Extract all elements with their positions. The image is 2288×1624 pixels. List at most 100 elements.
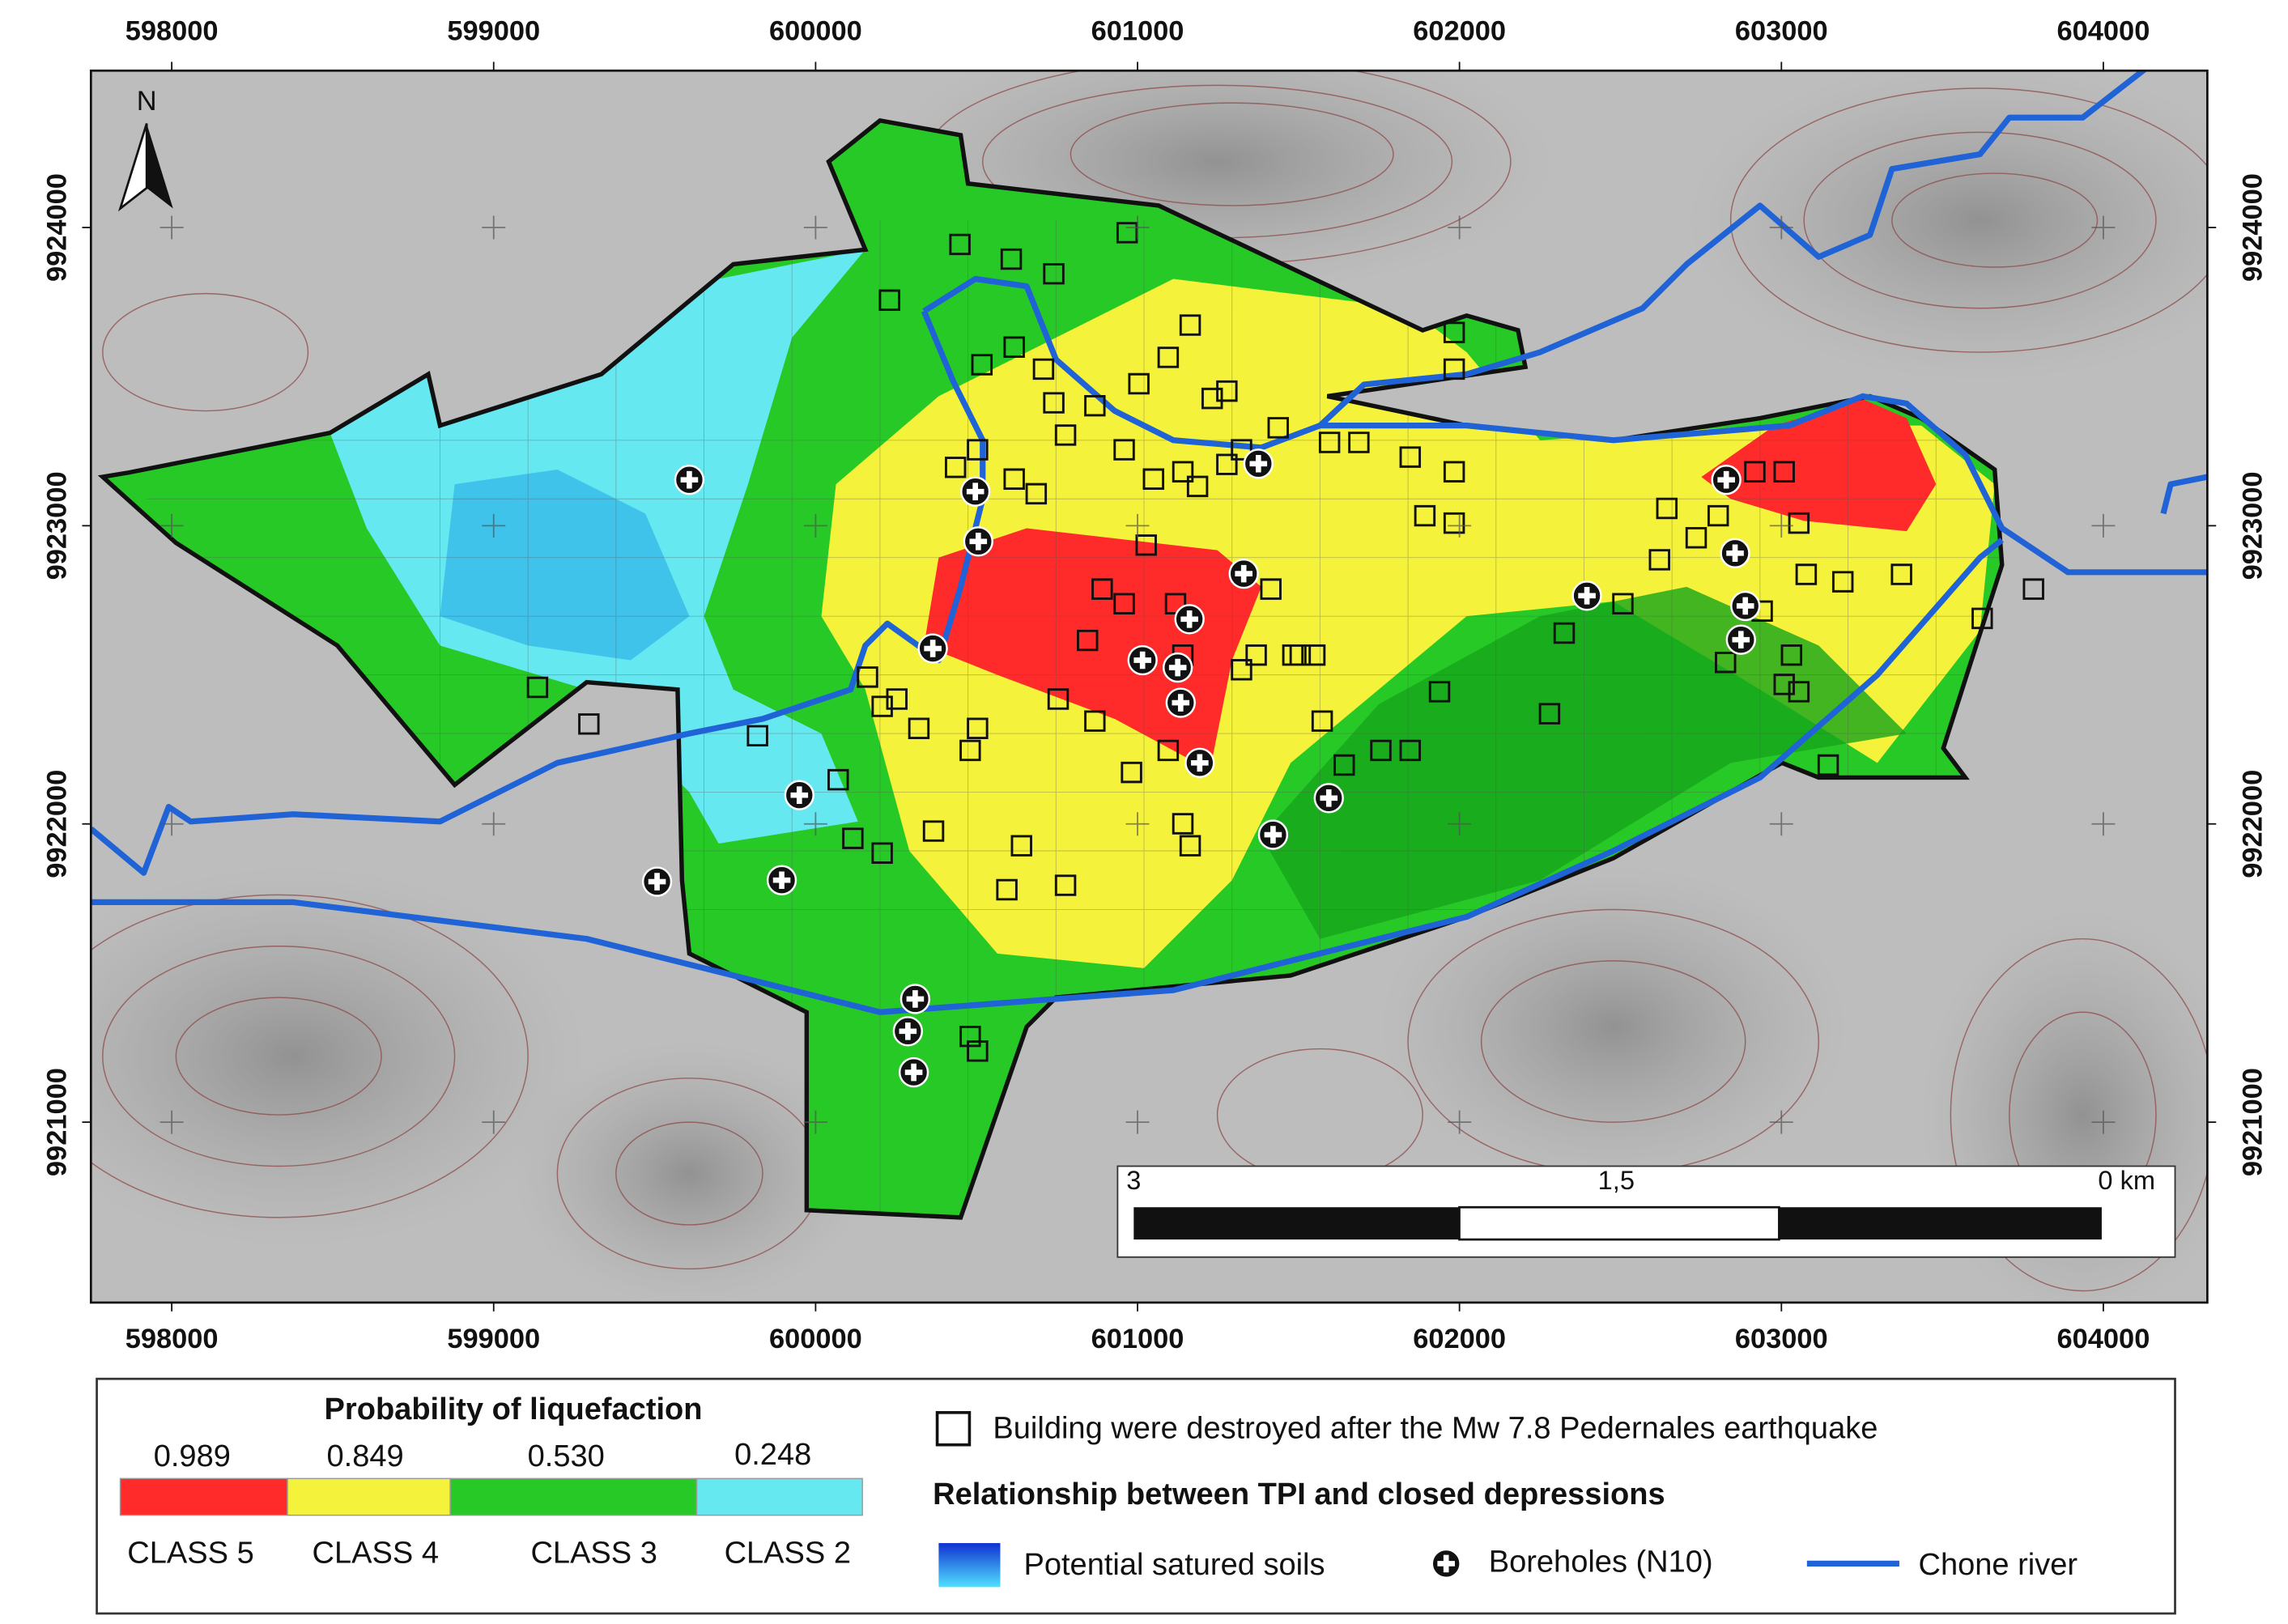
scale-label: 0 km [2098,1165,2155,1195]
grid-cross [482,1110,506,1134]
borehole [1571,580,1602,611]
borehole [1725,624,1756,655]
borehole [898,1056,929,1088]
borehole [899,984,931,1014]
grid-cross [1125,215,1150,240]
class-label: CLASS 3 [530,1537,657,1571]
legend-buildings: Building were destroyed after the Mw 7.8… [993,1412,1878,1446]
borehole [1243,449,1274,479]
borehole [1165,687,1196,718]
north-label: N [137,86,157,117]
coordinate-axes: 598000 598000 599000 599000 600000 600000 6010… [42,15,2269,1354]
x-tick-label: 601000 [1091,1324,1184,1354]
y-tick-label: 9923000 [42,471,73,580]
borehole [674,465,705,495]
x-tick-label: 600000 [769,1324,862,1354]
threshold-label: 0.849 [326,1439,403,1473]
saturated-soil [440,470,690,661]
grid-cross [2091,1110,2116,1134]
grid-cross [1448,812,1472,836]
chone-river [91,70,2208,1015]
grid-cross [1448,215,1472,240]
building-symbol [935,1411,972,1447]
borehole [917,633,948,664]
class-3-dense [1261,586,1907,939]
borehole [959,476,991,507]
class-label: CLASS 4 [313,1537,439,1571]
borehole [1174,604,1205,635]
grid-cross [1769,812,1793,836]
grid-cross [2091,812,2116,836]
grid-cross [159,215,184,240]
borehole [963,526,993,557]
y-tick-label: 9922000 [2237,770,2268,878]
class-swatch [287,1477,451,1516]
borehole [1257,819,1289,850]
borehole [1730,590,1761,622]
x-tick-label: 598000 [125,1324,219,1354]
scale-bar: 3 1,5 0 km [1116,1165,2176,1258]
x-tick-label: 604000 [2057,15,2150,46]
legend: Probability of liquefaction 0.989 0.849 … [96,1377,2176,1615]
x-tick-label: 603000 [1735,15,1828,46]
grid-cross [2091,215,2116,240]
grid-cross [1448,513,1472,538]
grid-cross [1769,513,1793,538]
grid-cross [2091,513,2116,538]
x-tick-label: 600000 [769,15,862,46]
x-tick-label: 602000 [1413,15,1506,46]
borehole [1184,747,1215,778]
grid-cross [1125,513,1150,538]
class-label: CLASS 2 [725,1537,851,1571]
x-tick-label: 601000 [1091,15,1184,46]
threshold-label: 0.530 [528,1439,605,1473]
grid-cross [159,1110,184,1134]
borehole [1711,465,1742,495]
destroyed-buildings [526,222,2044,1062]
x-tick-label: 598000 [125,15,219,46]
grid-cross [803,812,827,836]
basemap: N 3 1,5 0 km [91,70,2208,1303]
grid-cross [803,1110,827,1134]
map-frame [89,69,2209,1304]
x-tick-label: 602000 [1413,1324,1506,1354]
x-tick-label: 604000 [2057,1324,2150,1354]
class-color-bar: CLASS 5 CLASS 4 CLASS 3 CLASS 2 [119,1477,863,1571]
borehole [1228,558,1259,589]
north-arrow: N [117,86,173,212]
grid-cross [803,215,827,240]
scale-label: 1,5 [1598,1165,1635,1195]
borehole-symbol [1431,1548,1461,1579]
borehole [1162,652,1193,683]
x-tick-label: 599000 [447,1324,540,1354]
y-tick-label: 9924000 [2237,173,2268,282]
borehole [641,866,673,897]
grid-cross [482,215,506,240]
x-tick-label: 599000 [447,15,540,46]
y-tick-label: 9924000 [42,173,73,282]
grid-cross [159,812,184,836]
y-tick-label: 9922000 [42,770,73,878]
borehole [784,780,814,810]
class-label: CLASS 5 [127,1537,253,1571]
y-tick-label: 9923000 [2237,471,2268,580]
class-swatch [695,1477,863,1516]
borehole [766,865,797,895]
borehole [1127,644,1158,676]
legend-boreholes: Boreholes (N10) [1489,1545,1713,1579]
grid-cross [482,513,506,538]
borehole [1313,783,1344,814]
y-tick-label: 9921000 [42,1068,73,1176]
grid-cross [482,812,506,836]
legend-title: Probability of liquefaction [325,1392,703,1426]
grid-cross [1769,215,1793,240]
grid-cross [1448,1110,1472,1134]
legend-relationship: Relationship between TPI and closed depr… [933,1477,1665,1511]
threshold-label: 0.248 [734,1438,811,1472]
legend-soils: Potential satured soils [1023,1548,1325,1582]
grid-cross [159,513,184,538]
grid-cross [1769,1110,1793,1134]
borehole [892,1016,924,1047]
